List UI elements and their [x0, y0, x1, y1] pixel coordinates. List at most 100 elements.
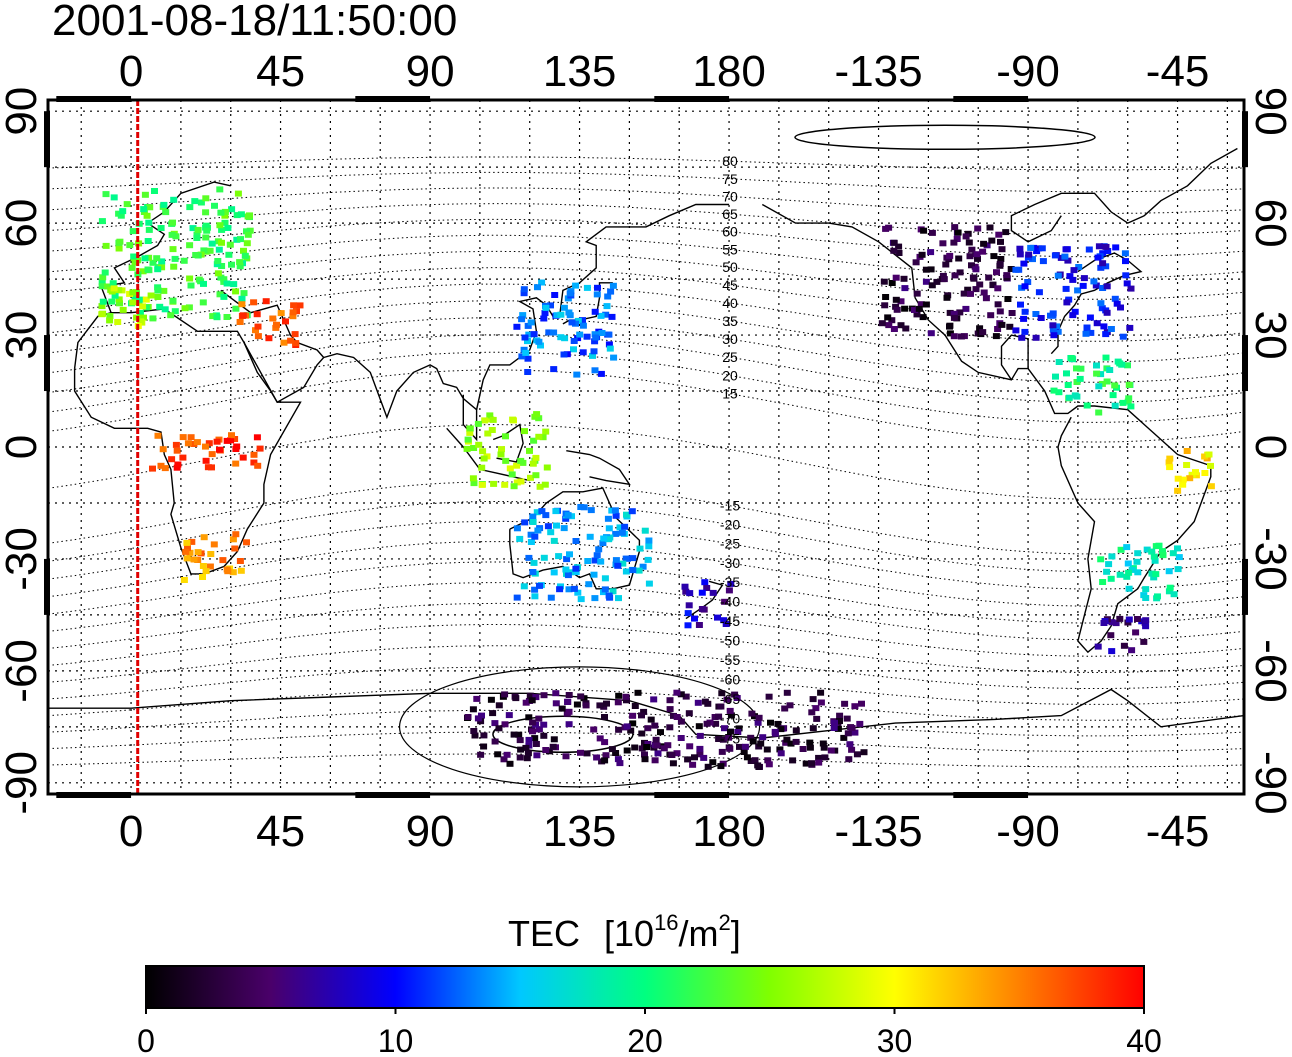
tec-pixel — [481, 417, 489, 424]
tec-pixel — [508, 471, 516, 478]
tec-pixel — [997, 238, 1004, 245]
tec-pixel — [1080, 275, 1088, 282]
mag-contour — [48, 688, 1244, 721]
tec-pixel — [557, 334, 565, 341]
tec-pixel — [1103, 309, 1111, 316]
tec-pixel — [715, 713, 723, 720]
tec-pixel — [475, 441, 483, 448]
tec-pixel — [638, 712, 645, 719]
lon-tick-label: -45 — [1146, 47, 1210, 96]
tec-pixel — [532, 472, 540, 479]
tec-pixel — [233, 212, 241, 219]
bottom-longitude-axis: 0 45 90 135 180 -135 -90 -45 — [119, 807, 1210, 856]
tec-pixel — [520, 583, 528, 590]
tec-pixel — [232, 531, 240, 538]
tec-pixel — [154, 287, 162, 294]
tec-pixel — [1070, 267, 1078, 274]
tec-pixel — [254, 323, 262, 330]
tec-pixel — [1111, 295, 1119, 302]
tec-pixel — [108, 288, 116, 295]
tec-pixel — [992, 333, 1000, 340]
tec-pixel — [540, 692, 548, 699]
tec-pixel — [237, 211, 245, 218]
tec-pixel — [1052, 373, 1059, 380]
tec-pixel — [219, 557, 227, 564]
tec-pixel — [980, 240, 988, 247]
tec-pixel — [1111, 382, 1119, 389]
tec-pixel — [542, 428, 550, 435]
tec-pixel — [712, 720, 720, 727]
tec-pixel — [564, 512, 572, 519]
tec-pixel — [606, 345, 614, 352]
tec-pixel — [144, 266, 152, 273]
tec-pixel — [474, 715, 482, 722]
contour-label: 75 — [722, 171, 738, 187]
tec-pixel — [982, 295, 990, 302]
tec-pixel — [787, 740, 795, 747]
lon-tick-label: 0 — [119, 47, 143, 96]
tec-pixel — [520, 290, 528, 297]
tec-pixel — [572, 538, 580, 544]
tec-pixel — [927, 266, 935, 273]
tec-pixel — [888, 280, 896, 286]
tec-pixel — [601, 757, 609, 764]
tec-pixel — [216, 222, 224, 229]
tec-pixel — [1122, 258, 1129, 265]
tec-pixel — [815, 754, 823, 761]
tec-pixel — [789, 757, 797, 764]
tec-pixel — [506, 760, 514, 767]
left-latitude-axis: 90 60 30 0 -30 -60 -90 — [0, 87, 46, 815]
tec-pixel — [666, 706, 674, 713]
tec-pixel — [137, 318, 145, 325]
tec-pixel — [135, 240, 143, 247]
tec-pixel — [289, 309, 297, 316]
tec-pixel — [771, 728, 779, 735]
tec-pixel — [650, 696, 658, 703]
tec-pixel — [484, 430, 492, 437]
tec-pixel — [1094, 254, 1102, 261]
colorbar-tick-label: 0 — [137, 1023, 155, 1057]
tec-pixel — [1107, 326, 1115, 332]
tec-pixel — [110, 194, 118, 201]
tec-pixel — [605, 331, 613, 338]
tec-pixel — [287, 337, 295, 344]
tec-pixel — [1064, 382, 1072, 388]
tec-pixel — [1074, 287, 1082, 294]
tec-pixel — [478, 464, 486, 471]
lat-tick-label: 30 — [1246, 311, 1292, 360]
tec-pixel — [922, 278, 930, 285]
tec-pixel — [161, 306, 169, 313]
tec-pixel — [813, 715, 821, 722]
tec-pixel — [1062, 285, 1070, 292]
tec-pixel — [736, 743, 743, 750]
tec-pixel — [700, 754, 708, 761]
lon-tick-label: 45 — [256, 47, 305, 96]
tec-pixel — [473, 695, 481, 702]
tec-pixel — [551, 292, 559, 298]
tec-pixel — [645, 543, 653, 550]
tec-pixel — [187, 282, 195, 289]
colorbar-tick-label: 30 — [877, 1023, 913, 1057]
tec-pixel — [477, 751, 485, 758]
tec-pixel — [529, 513, 537, 520]
tec-pixel — [846, 741, 854, 748]
tec-pixel — [727, 712, 735, 719]
tec-pixel — [895, 243, 903, 250]
contour-label: -20 — [720, 517, 740, 533]
tec-pixel — [527, 319, 535, 326]
right-latitude-axis: 90 60 30 0 -30 -60 -90 — [1246, 87, 1292, 815]
tec-pixel — [186, 242, 194, 249]
tec-pixel — [1175, 554, 1183, 561]
tec-pixel — [223, 566, 231, 573]
tec-pixel — [808, 760, 815, 767]
tec-pixel — [469, 706, 477, 713]
lon-tick-label: 90 — [406, 807, 455, 856]
tec-pixel — [1140, 638, 1148, 645]
tec-pixel — [562, 515, 570, 522]
tec-pixel — [229, 536, 237, 543]
tec-pixel — [505, 712, 513, 719]
tec-pixel — [563, 556, 571, 563]
tec-pixel — [1142, 617, 1150, 624]
tec-pixel — [187, 434, 195, 441]
tec-pixel — [602, 311, 610, 318]
